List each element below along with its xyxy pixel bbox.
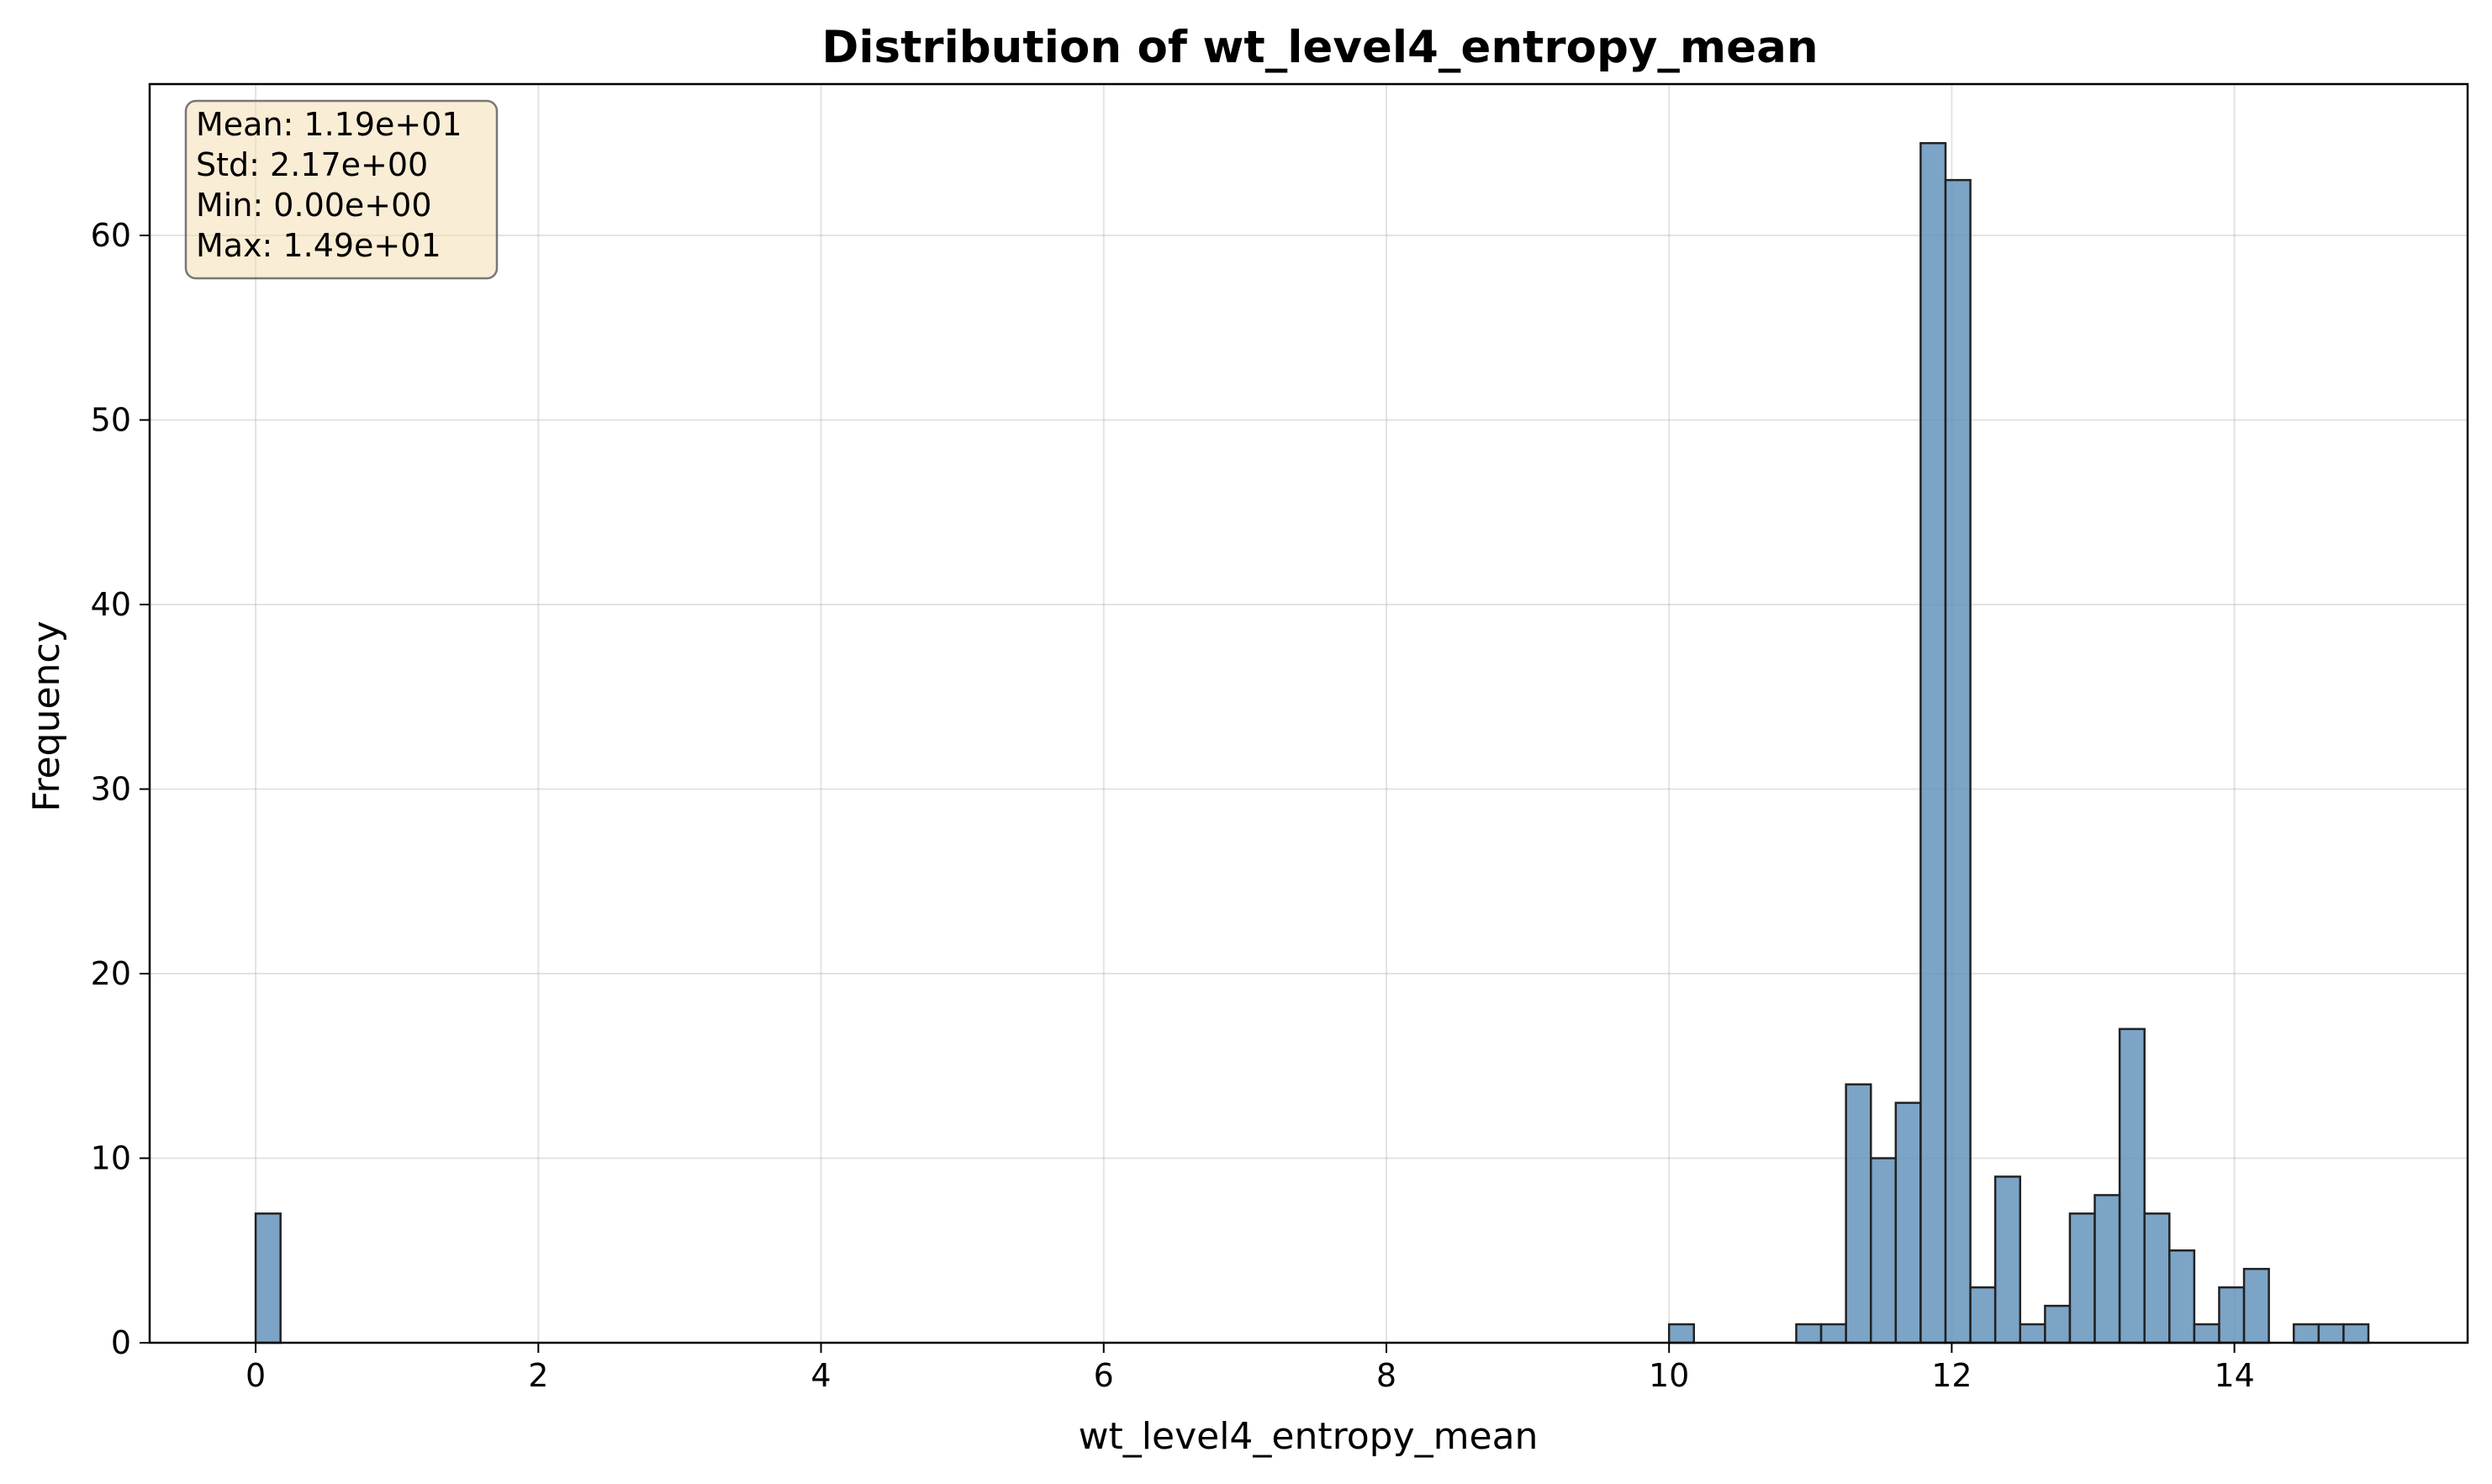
chart-title: Distribution of wt_level4_entropy_mean bbox=[821, 22, 1818, 73]
x-tick-label: 14 bbox=[2214, 1357, 2254, 1394]
histogram-bar bbox=[1845, 1083, 1872, 1344]
histogram-bar bbox=[2068, 1212, 2096, 1344]
y-tick-label: 20 bbox=[91, 955, 131, 992]
y-tick-label: 40 bbox=[91, 586, 131, 623]
histogram-bar bbox=[1667, 1323, 1696, 1344]
stats-max: Max: 1.49e+01 bbox=[196, 227, 441, 264]
histogram-bar bbox=[2044, 1304, 2072, 1344]
x-tick-label: 12 bbox=[1931, 1357, 1972, 1394]
histogram-bars bbox=[254, 141, 2370, 1344]
stats-mean: Mean: 1.19e+01 bbox=[196, 106, 462, 143]
histogram-bar bbox=[2118, 1027, 2146, 1344]
stats-box-background bbox=[184, 99, 499, 280]
x-tick-label: 0 bbox=[246, 1357, 266, 1394]
histogram-bar bbox=[2193, 1323, 2220, 1344]
histogram-bar bbox=[254, 1212, 282, 1344]
stats-min: Min: 0.00e+00 bbox=[196, 187, 432, 224]
grid-lines bbox=[150, 84, 2468, 1344]
x-tick-label: 6 bbox=[1094, 1357, 1114, 1394]
histogram-bar bbox=[1993, 1175, 2022, 1344]
y-tick-label: 30 bbox=[91, 770, 131, 807]
x-axis-ticks: 0 2 4 6 8 10 12 14 bbox=[246, 1343, 2255, 1394]
x-tick-label: 10 bbox=[1649, 1357, 1689, 1394]
histogram-bar bbox=[2242, 1267, 2270, 1344]
histogram-bar bbox=[1944, 178, 1972, 1344]
x-tick-label: 4 bbox=[810, 1357, 831, 1394]
plot-frame bbox=[148, 82, 2469, 1344]
histogram-bar bbox=[1869, 1157, 1898, 1344]
histogram-bar bbox=[2168, 1249, 2196, 1344]
histogram-bar bbox=[2093, 1194, 2121, 1344]
y-tick-label: 50 bbox=[91, 401, 131, 438]
stats-box: Mean: 1.19e+01 Std: 2.17e+00 Min: 0.00e+… bbox=[184, 99, 499, 280]
histogram-bar bbox=[2292, 1323, 2320, 1344]
y-axis-ticks: 0 10 20 30 40 50 60 bbox=[91, 217, 150, 1361]
stats-std: Std: 2.17e+00 bbox=[196, 146, 428, 183]
y-tick-label: 10 bbox=[91, 1139, 131, 1176]
histogram-bar bbox=[2218, 1286, 2246, 1344]
histogram-bar bbox=[1894, 1101, 1922, 1344]
histogram-bar bbox=[2143, 1212, 2171, 1344]
histogram-bar bbox=[2342, 1323, 2370, 1344]
x-tick-label: 8 bbox=[1376, 1357, 1396, 1394]
y-tick-label: 0 bbox=[111, 1324, 131, 1361]
x-tick-label: 2 bbox=[528, 1357, 548, 1394]
histogram-bar bbox=[1969, 1286, 1997, 1344]
histogram-bar bbox=[1795, 1323, 1823, 1344]
histogram-bar bbox=[2019, 1323, 2046, 1344]
histogram-bar bbox=[1919, 141, 1947, 1344]
x-axis-label: wt_level4_entropy_mean bbox=[1079, 1415, 1539, 1458]
histogram-bar bbox=[2317, 1323, 2345, 1344]
histogram-bar bbox=[1819, 1323, 1847, 1344]
y-tick-label: 60 bbox=[91, 217, 131, 254]
y-axis-label: Frequency bbox=[25, 621, 68, 811]
